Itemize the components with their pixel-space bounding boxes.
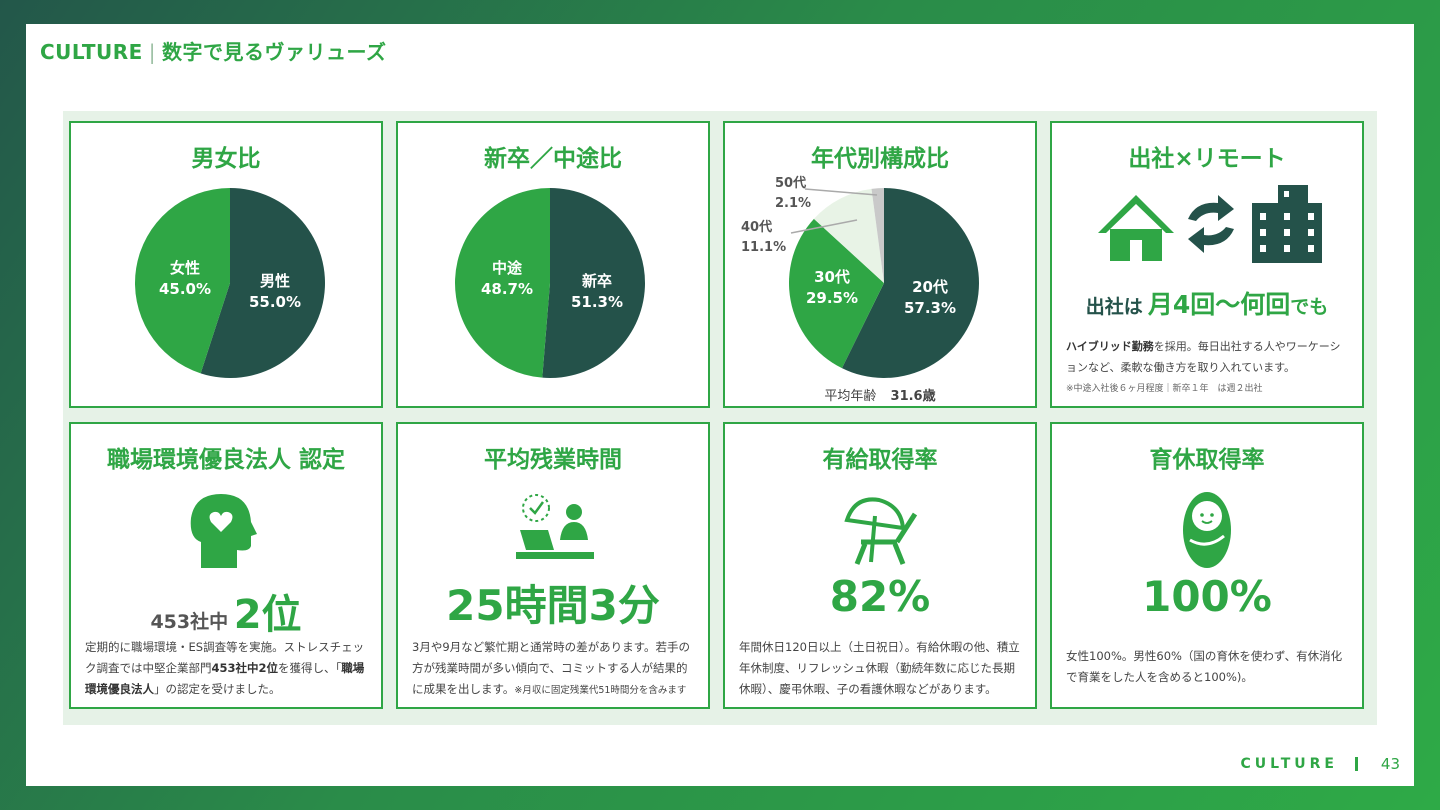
childcare-leave-rate: 100%	[1142, 572, 1272, 621]
desc-text: 定期的に職場環境・ES調査等を実施。ストレスチェック調査では中堅企業部門	[85, 640, 365, 675]
desk-worker-clock-icon	[516, 494, 594, 559]
beach-chair-umbrella-icon	[844, 497, 918, 565]
award-rank: 453社中 2位	[71, 582, 381, 640]
award-rank-prefix: 453社中	[150, 611, 229, 633]
desc-bold: 職場環境優良法人	[85, 661, 365, 696]
average-age-value: 31.6歳	[890, 389, 936, 404]
pie-slices	[454, 188, 645, 378]
desc-text: 3月や9月など繁忙期と通常時の差があります。若手の方が残業時間が多い傾向で、コミ…	[412, 640, 690, 696]
desc-bold: 453社中2位	[211, 661, 279, 675]
slide: CULTURE | 数字で見るヴァリューズ 男女比 男性 55.0% 女性 45.0…	[26, 24, 1414, 786]
card-title: 育休取得率	[1149, 447, 1265, 473]
pie-slice-新卒	[542, 188, 645, 378]
footer-divider	[1355, 757, 1358, 771]
desc-text: を獲得し、「	[278, 661, 342, 675]
page-title: CULTURE | 数字で見るヴァリューズ	[40, 36, 387, 65]
pie-slice-男性	[200, 188, 325, 378]
footer-label: CULTURE	[1240, 756, 1338, 772]
hire-pie-chart: 新卒 51.3% 中途 48.7%	[454, 188, 645, 378]
headline-prefix: 出社は	[1085, 296, 1143, 318]
card-title: 新卒／中途比	[484, 146, 622, 172]
desc-text: 」の認定を受けました。	[154, 682, 281, 696]
average-age-label: 平均年齢	[824, 389, 877, 404]
sync-arrows-icon	[1188, 195, 1234, 253]
slice-label-name: 20代	[912, 278, 948, 296]
slice-label-name: 中途	[492, 259, 523, 277]
card-paid-leave: 有給取得率 82% 年間休日120日以上（土日祝日）。有給休暇の他、積立年休制度…	[723, 422, 1037, 709]
swaddled-baby-icon	[1183, 492, 1231, 568]
card-childcare-leave: 育休取得率 100% 女性100%。男性60%（国の育休を使わず、有休消化で育業…	[1050, 422, 1364, 709]
callout-label-name: 40代	[741, 219, 772, 235]
pie-slice-50代	[871, 188, 884, 283]
office-note: ※中途入社後６ヶ月程度｜新卒１年 は週２出社	[1066, 384, 1263, 394]
desc-bold: ハイブリッド勤務	[1066, 340, 1154, 353]
pie-slice-30代	[789, 218, 884, 369]
paid-leave-description: 年間休日120日以上（土日祝日）。有給休暇の他、積立年休制度、リフレッシュ休暇（…	[739, 640, 1020, 696]
head-heart-icon	[190, 494, 257, 568]
pie-slice-40代	[813, 188, 884, 283]
pie-slice-中途	[454, 188, 550, 378]
headline-suffix: でも	[1290, 296, 1329, 318]
card-title: 平均残業時間	[484, 447, 622, 473]
overtime-description: 3月や9月など繁忙期と通常時の差があります。若手の方が残業時間が多い傾向で、コミ…	[412, 637, 696, 701]
callout-label-value: 2.1%	[775, 196, 811, 211]
card-age-ratio: 年代別構成比 20代 57.3% 30代 29.5% 40代 11.1% 50代…	[723, 121, 1037, 408]
card-hire-ratio: 新卒／中途比 新卒 51.3% 中途 48.7%	[396, 121, 710, 408]
office-building-icon	[1252, 185, 1322, 263]
card-office-remote: 出社×リモート	[1050, 121, 1364, 408]
page-number: 43	[1380, 755, 1400, 773]
paid-leave-rate: 82%	[829, 572, 931, 621]
slice-label-name: 新卒	[582, 272, 612, 290]
pie-slices	[789, 188, 979, 378]
pie-slice-20代	[841, 188, 979, 378]
desc-note: ※月収に固定残業代51時間分を含みます	[514, 685, 687, 696]
pie-slice-女性	[134, 188, 230, 374]
card-title: 職場環境優良法人 認定	[106, 447, 345, 473]
slice-label-name: 30代	[814, 268, 850, 286]
slice-label-name: 女性	[170, 259, 200, 277]
slice-label-name: 男性	[260, 272, 290, 290]
callout-label-value: 11.1%	[741, 240, 786, 255]
slice-label-value: 29.5%	[806, 289, 858, 307]
age-pie-chart: 20代 57.3% 30代 29.5% 40代 11.1% 50代 2.1%	[741, 175, 979, 378]
card-title: 年代別構成比	[811, 146, 949, 172]
award-description: 定期的に職場環境・ES調査等を実施。ストレスチェック調査では中堅企業部門453社…	[85, 637, 369, 700]
office-description: ハイブリッド勤務を採用。毎日出社する人やワーケーションなど、柔軟な働き方を取り入…	[1066, 336, 1350, 378]
gender-pie-chart: 男性 55.0% 女性 45.0%	[134, 188, 325, 378]
headline-main: 月4回〜何回	[1147, 290, 1291, 319]
award-rank-main: 2位	[233, 592, 302, 638]
section-label: CULTURE	[40, 40, 143, 64]
overtime-value: 25時間3分	[446, 581, 660, 630]
stats-panel: 男女比 男性 55.0% 女性 45.0% 新卒／中途比 新卒 51.3% 中途…	[63, 111, 1377, 725]
desc-text: を採用。毎日出社する人やワーケーションなど、柔軟な働き方を取り入れています。	[1066, 340, 1341, 374]
card-title: 男女比	[191, 146, 261, 172]
slice-label-value: 45.0%	[159, 280, 211, 298]
callout-line-40	[790, 219, 858, 234]
slice-label-value: 57.3%	[904, 299, 956, 317]
house-icon	[1098, 195, 1174, 261]
card-title: 出社×リモート	[1128, 146, 1286, 172]
office-headline: 出社は 月4回〜何回でも	[1052, 285, 1362, 321]
slice-label-value: 55.0%	[249, 293, 301, 311]
pie-slices	[134, 188, 325, 378]
slice-label-value: 48.7%	[481, 280, 533, 298]
callout-line-50	[804, 188, 878, 196]
callout-label-name: 50代	[775, 175, 806, 191]
office-icons	[1098, 185, 1322, 263]
slice-label-value: 51.3%	[571, 293, 623, 311]
average-age: 平均年齢 31.6歳	[725, 385, 1035, 404]
card-workplace-award: 職場環境優良法人 認定 453社中 2位 定期的に職場環境・ES調査等を実施。ス…	[69, 422, 383, 709]
title-separator: |	[148, 40, 157, 64]
card-title: 有給取得率	[822, 447, 938, 473]
card-gender-ratio: 男女比 男性 55.0% 女性 45.0%	[69, 121, 383, 408]
childcare-description: 女性100%。男性60%（国の育休を使わず、有休消化で育業をした人を含めると10…	[1066, 649, 1343, 684]
page-subtitle: 数字で見るヴァリューズ	[162, 40, 387, 64]
card-overtime: 平均残業時間 25時間3分 3月や9月など繁忙期と通常時の差があります。若手の方…	[396, 422, 710, 709]
